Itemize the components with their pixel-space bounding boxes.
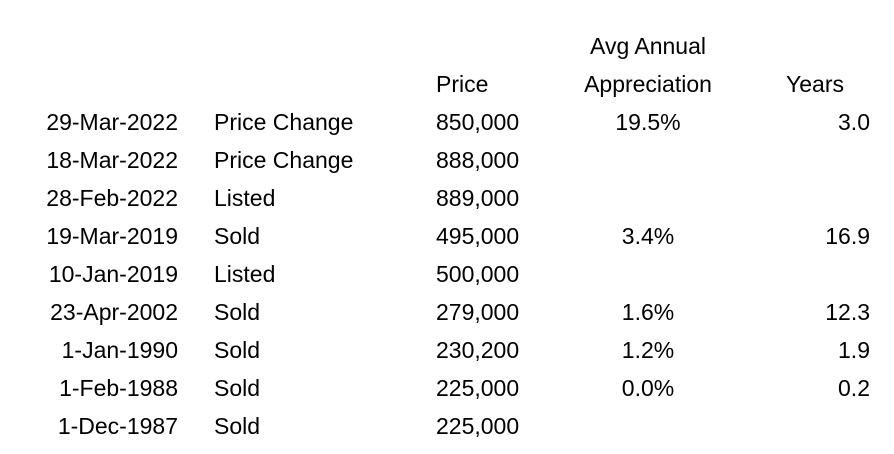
row-appreciation: 0.0%: [621, 375, 675, 401]
header-price: Price: [436, 71, 489, 97]
row-event: Price Change: [214, 109, 354, 135]
row-event: Sold: [214, 223, 261, 249]
row-price: 225,000: [436, 413, 520, 439]
row-price: 279,000: [436, 299, 520, 325]
row-years: 0.2: [838, 375, 870, 401]
row-event: Sold: [214, 299, 261, 325]
row-price: 495,000: [436, 223, 520, 249]
row-price: 888,000: [436, 147, 520, 173]
row-event: Listed: [214, 261, 276, 287]
row-price: 500,000: [436, 261, 520, 287]
row-date: 1-Dec-1987: [57, 413, 178, 439]
row-price: 230,200: [436, 337, 520, 363]
row-price: 850,000: [436, 109, 520, 135]
row-date: 1-Feb-1988: [59, 375, 178, 401]
row-date: 1-Jan-1990: [61, 337, 178, 363]
row-years: 12.3: [825, 299, 870, 325]
row-price: 225,000: [436, 375, 520, 401]
header-appreciation-line1: Avg Annual: [590, 33, 706, 59]
row-date: 23-Apr-2002: [50, 299, 178, 325]
row-appreciation: 1.6%: [621, 299, 675, 325]
row-appreciation: 19.5%: [615, 109, 681, 135]
header-years: Years: [786, 71, 844, 97]
row-appreciation: 3.4%: [621, 223, 675, 249]
row-event: Price Change: [214, 147, 354, 173]
row-event: Sold: [214, 337, 261, 363]
row-years: 1.9: [838, 337, 870, 363]
row-date: 18-Mar-2022: [46, 147, 178, 173]
header-appreciation-line2: Appreciation: [584, 71, 712, 97]
row-date: 29-Mar-2022: [46, 109, 178, 135]
row-years: 3.0: [838, 109, 870, 135]
row-price: 889,000: [436, 185, 520, 211]
row-date: 28-Feb-2022: [46, 185, 178, 211]
row-date: 19-Mar-2019: [46, 223, 178, 249]
row-date: 10-Jan-2019: [48, 261, 178, 287]
row-event: Sold: [214, 375, 261, 401]
row-event: Listed: [214, 185, 276, 211]
row-event: Sold: [214, 413, 261, 439]
row-appreciation: 1.2%: [621, 337, 675, 363]
row-years: 16.9: [825, 223, 870, 249]
